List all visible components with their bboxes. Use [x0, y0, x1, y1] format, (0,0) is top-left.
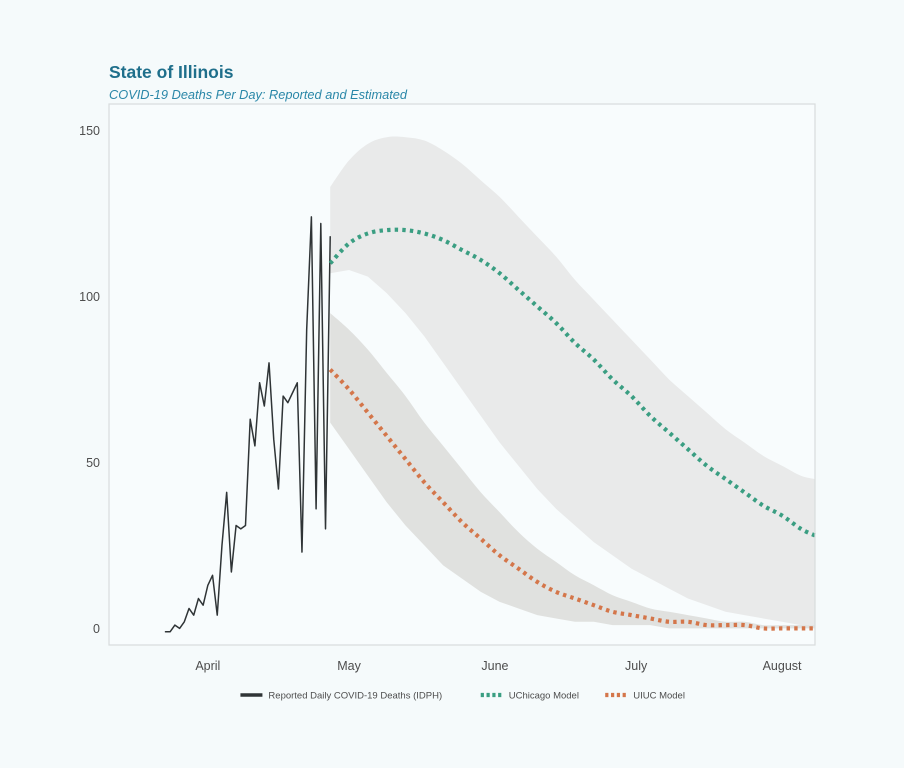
plot-frame — [108, 103, 816, 646]
data-series — [164, 216, 816, 633]
legend-label-0: Reported Daily COVID-19 Deaths (IDPH) — [268, 690, 442, 701]
y-tick-label: 100 — [79, 290, 100, 304]
y-tick-label: 0 — [93, 622, 100, 636]
x-axis-ticks: April May June July August — [195, 659, 802, 673]
series-line-0 — [164, 216, 331, 633]
uncertainty-bands — [330, 136, 815, 629]
legend-label-2: UIUC Model — [633, 690, 685, 701]
chart-legend: Reported Daily COVID-19 Deaths (IDPH) UCh… — [240, 690, 685, 701]
x-tick-label: August — [763, 659, 802, 673]
y-tick-label: 50 — [86, 456, 100, 470]
y-tick-label: 150 — [79, 124, 100, 138]
page-subtitle: COVID-19 Deaths Per Day: Reported and Es… — [109, 87, 408, 102]
legend-label-1: UChicago Model — [509, 690, 579, 701]
uncertainty-band-0 — [330, 136, 815, 626]
page-title: State of Illinois — [109, 62, 234, 82]
plot-area — [108, 103, 816, 646]
x-tick-label: April — [195, 659, 220, 673]
y-axis-ticks: 0 50 100 150 — [79, 124, 100, 636]
x-tick-label: May — [337, 659, 361, 673]
x-tick-label: July — [625, 659, 648, 673]
x-tick-label: June — [481, 659, 508, 673]
series-line-1 — [328, 227, 816, 538]
uncertainty-band-1 — [330, 313, 815, 629]
